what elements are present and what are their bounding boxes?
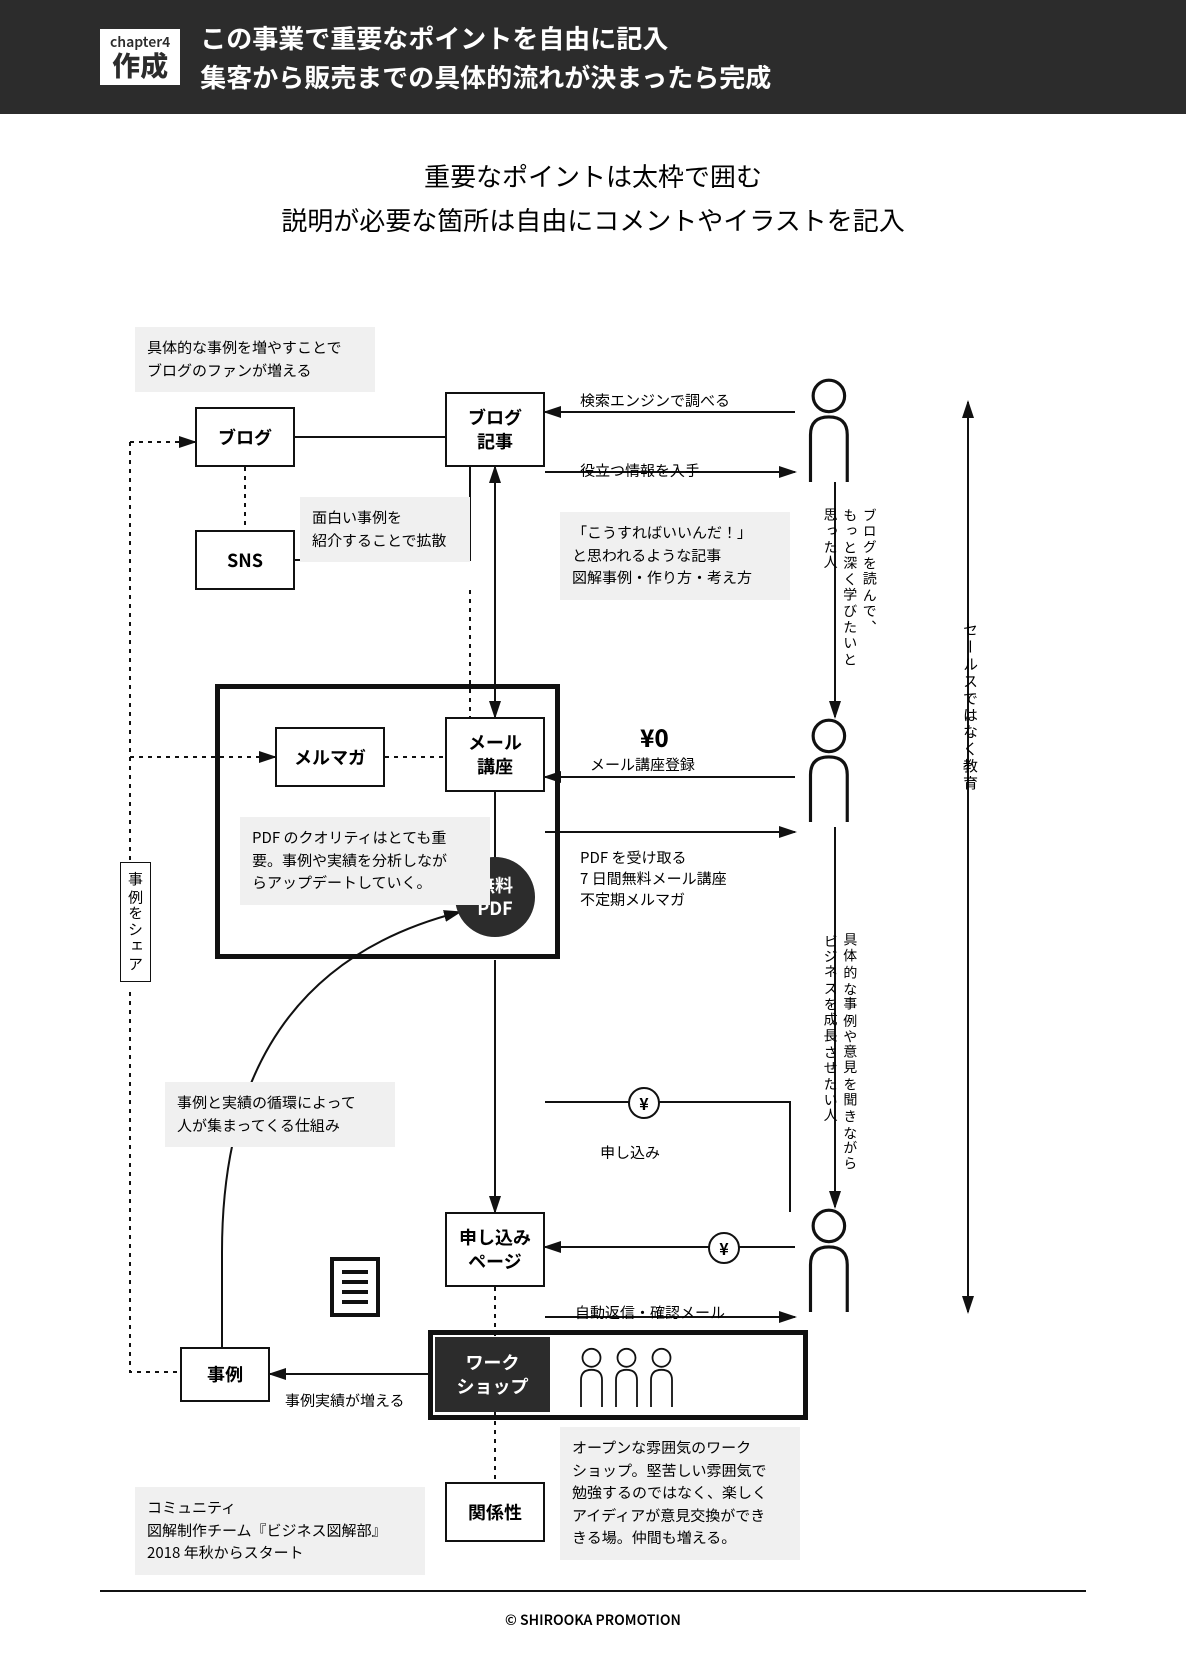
- node-mailcourse: メール 講座: [445, 717, 545, 792]
- person-icon: [800, 1207, 858, 1317]
- label-v_edu: セールスではなく教育: [960, 622, 981, 792]
- header-bar: chapter4 作成 この事業で重要なポイントを自由に記入 集客から販売までの…: [0, 0, 1186, 114]
- note-n2: 面白い事例を 紹介することで拡散: [300, 497, 470, 562]
- label-v_share: 事例をシェア: [120, 862, 151, 982]
- note-n7: コミュニティ 図解制作チーム『ビジネス図解部』 2018 年秋からスタート: [135, 1487, 425, 1575]
- document-icon: [330, 1257, 380, 1322]
- node-relation: 関係性: [445, 1482, 545, 1542]
- node-signup: 申し込み ページ: [445, 1212, 545, 1287]
- node-sns: SNS: [195, 530, 295, 590]
- node-mailmag: メルマガ: [275, 727, 385, 787]
- label-l_yen0: ¥0: [640, 720, 669, 754]
- label-l_reg: メール講座登録: [590, 754, 695, 775]
- header-title: この事業で重要なポイントを自由に記入 集客から販売までの具体的流れが決まったら完…: [200, 18, 771, 96]
- note-n4: PDF のクオリティはとても重 要。事例や実績を分析しなが らアップデートしてい…: [240, 817, 490, 905]
- diagram-canvas: ブログSNSブログ 記事メルマガメール 講座無料 PDF申し込み ページワーク …: [0, 272, 1186, 1642]
- intro-text: 重要なポイントは太枠で囲む 説明が必要な箇所は自由にコメントやイラストを記入: [0, 154, 1186, 242]
- yen-badge-icon: ¥: [708, 1232, 740, 1264]
- node-article: ブログ 記事: [445, 392, 545, 467]
- person-icon: [800, 717, 858, 827]
- intro-line1: 重要なポイントは太枠で囲む: [0, 154, 1186, 198]
- footer-copyright: © SHIROOKA PROMOTION: [0, 1610, 1186, 1630]
- label-l_caseinc: 事例実績が増える: [285, 1390, 405, 1411]
- people-group-icon: [575, 1347, 678, 1412]
- label-v_reader: ブログを読んで、 もっと深く学びたいと 思った人: [820, 507, 879, 667]
- chapter-badge: chapter4 作成: [100, 29, 180, 85]
- label-l_auto: 自動返信・確認メール: [575, 1302, 725, 1323]
- note-n1: 具体的な事例を増やすことで ブログのファンが増える: [135, 327, 375, 392]
- label-l_recv: PDF を受け取る 7 日間無料メール講座 不定期メルマガ: [580, 847, 727, 910]
- connector: [545, 1102, 790, 1212]
- yen-badge-icon: ¥: [628, 1087, 660, 1119]
- chapter-big: 作成: [110, 50, 170, 81]
- header-title-line2: 集客から販売までの具体的流れが決まったら完成: [200, 57, 771, 96]
- node-blog: ブログ: [195, 407, 295, 467]
- note-n3: 「こうすればいいんだ！」 と思われるような記事 図解事例・作り方・考え方: [560, 512, 790, 600]
- node-workshop: ワーク ショップ: [435, 1337, 550, 1412]
- footer-rule: [100, 1590, 1086, 1592]
- label-l_useful: 役立つ情報を入手: [580, 460, 700, 481]
- intro-line2: 説明が必要な箇所は自由にコメントやイラストを記入: [0, 198, 1186, 242]
- label-v_grow: 具体的な事例や意見を聞きながら ビジネスを成長させたい人: [820, 932, 859, 1172]
- note-n6: オープンな雰囲気のワーク ショップ。堅苦しい雰囲気で 勉強するのではなく、楽しく…: [560, 1427, 800, 1560]
- connector: [130, 992, 180, 1372]
- header-title-line1: この事業で重要なポイントを自由に記入: [200, 18, 771, 57]
- label-l_search: 検索エンジンで調べる: [580, 390, 730, 411]
- node-case: 事例: [180, 1347, 270, 1402]
- note-n5: 事例と実績の循環によって 人が集まってくる仕組み: [165, 1082, 395, 1147]
- label-l_apply: 申し込み: [600, 1142, 660, 1163]
- person-icon: [800, 377, 858, 487]
